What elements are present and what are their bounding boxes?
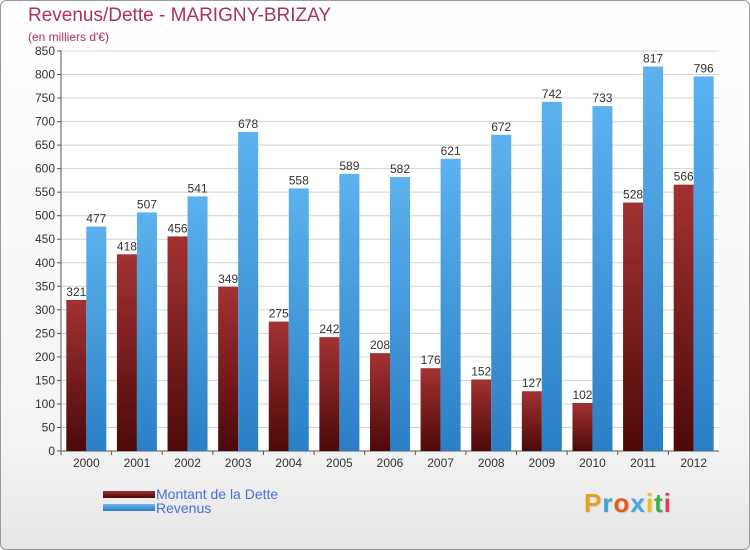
bar-revenue xyxy=(643,66,664,451)
y-tick-label: 800 xyxy=(35,68,55,82)
y-tick-label: 600 xyxy=(35,162,55,176)
proxiti-logo: Proxiti xyxy=(584,488,672,519)
y-tick-label: 100 xyxy=(35,397,55,411)
bar-revenue xyxy=(86,226,107,451)
y-tick-label: 750 xyxy=(35,91,55,105)
x-tick-label: 2007 xyxy=(427,456,454,470)
data-label-debt: 418 xyxy=(117,239,137,253)
data-label-revenue: 589 xyxy=(339,159,359,173)
data-label-debt: 102 xyxy=(572,388,592,402)
logo-letter: o xyxy=(613,488,631,518)
legend-label-debt: Montant de la Dette xyxy=(156,486,279,502)
bar-debt xyxy=(471,379,492,451)
bar-debt xyxy=(66,299,87,451)
bar-revenue xyxy=(288,188,309,452)
x-tick-label: 2000 xyxy=(73,456,100,470)
y-tick-label: 200 xyxy=(35,350,55,364)
x-tick-label: 2003 xyxy=(225,456,252,470)
bar-revenue xyxy=(136,212,157,451)
x-tick-label: 2009 xyxy=(528,456,555,470)
x-tick-label: 2011 xyxy=(630,456,656,470)
y-tick-label: 250 xyxy=(35,326,55,340)
y-tick-label: 700 xyxy=(35,115,55,129)
logo-letter: x xyxy=(630,488,646,518)
data-label-debt: 152 xyxy=(471,364,491,378)
y-tick-label: 850 xyxy=(35,44,55,58)
chart-subtitle: (en milliers d'€) xyxy=(28,30,109,44)
data-label-revenue: 733 xyxy=(592,91,612,105)
data-label-revenue: 678 xyxy=(238,117,258,131)
y-tick-label: 500 xyxy=(35,209,55,223)
bar-revenue xyxy=(440,158,461,451)
data-label-revenue: 507 xyxy=(137,197,157,211)
logo-letter: P xyxy=(584,488,603,518)
legend-swatch-debt xyxy=(103,491,155,498)
y-tick-label: 50 xyxy=(42,420,56,434)
data-label-debt: 566 xyxy=(674,170,694,184)
data-label-debt: 208 xyxy=(370,338,390,352)
y-tick-label: 150 xyxy=(35,373,55,387)
bar-revenue xyxy=(693,76,714,451)
data-label-revenue: 477 xyxy=(86,212,106,226)
bar-debt xyxy=(623,202,644,451)
bar-debt xyxy=(572,403,593,451)
legend-label-revenue: Revenus xyxy=(156,500,212,516)
logo-letter: i xyxy=(645,488,655,518)
bar-revenue xyxy=(390,177,410,451)
bar-revenue xyxy=(592,106,613,451)
logo-letter: r xyxy=(602,488,614,518)
y-tick-label: 0 xyxy=(48,444,55,458)
x-tick-label: 2005 xyxy=(326,456,353,470)
y-tick-label: 350 xyxy=(35,279,55,293)
data-label-debt: 349 xyxy=(218,272,238,286)
y-tick-label: 550 xyxy=(35,185,55,199)
data-label-debt: 275 xyxy=(269,307,289,321)
bar-debt xyxy=(116,254,137,451)
bar-revenue xyxy=(187,196,208,451)
data-label-revenue: 558 xyxy=(289,173,309,187)
data-label-debt: 176 xyxy=(421,353,441,367)
data-label-revenue: 817 xyxy=(643,52,663,66)
logo-letter: i xyxy=(663,488,672,518)
bar-debt xyxy=(268,321,289,451)
bar-debt xyxy=(673,184,694,451)
bar-debt xyxy=(521,391,542,451)
data-label-revenue: 582 xyxy=(390,162,410,176)
x-tick-label: 2008 xyxy=(478,456,505,470)
data-label-debt: 321 xyxy=(66,285,86,299)
data-label-debt: 127 xyxy=(522,376,542,390)
data-label-revenue: 742 xyxy=(542,87,562,101)
x-tick-label: 2010 xyxy=(579,456,606,470)
x-tick-label: 2006 xyxy=(377,456,404,470)
logo-letter: t xyxy=(654,488,664,518)
x-tick-label: 2004 xyxy=(275,456,302,470)
bar-debt xyxy=(420,368,441,451)
bar-debt xyxy=(218,286,239,451)
x-tick-label: 2001 xyxy=(124,456,151,470)
bar-debt xyxy=(167,236,188,451)
data-label-debt: 528 xyxy=(623,188,643,202)
data-label-revenue: 541 xyxy=(188,181,208,195)
bar-debt xyxy=(319,337,340,451)
y-tick-label: 450 xyxy=(35,232,55,246)
data-label-debt: 456 xyxy=(168,221,188,235)
x-tick-label: 2012 xyxy=(680,456,707,470)
y-tick-label: 650 xyxy=(35,138,55,152)
x-tick-label: 2002 xyxy=(174,456,201,470)
legend-swatch-revenue xyxy=(103,504,155,511)
y-tick-label: 400 xyxy=(35,256,55,270)
data-label-debt: 242 xyxy=(319,322,339,336)
data-label-revenue: 796 xyxy=(694,61,714,75)
bar-revenue xyxy=(339,173,360,451)
bar-debt xyxy=(370,353,390,451)
data-label-revenue: 672 xyxy=(491,120,511,134)
bar-revenue xyxy=(541,101,562,451)
bar-revenue xyxy=(238,131,259,452)
chart-title: Revenus/Dette - MARIGNY-BRIZAY xyxy=(28,5,332,26)
data-label-revenue: 621 xyxy=(441,144,461,158)
bar-revenue xyxy=(491,134,512,451)
y-tick-label: 300 xyxy=(35,303,55,317)
